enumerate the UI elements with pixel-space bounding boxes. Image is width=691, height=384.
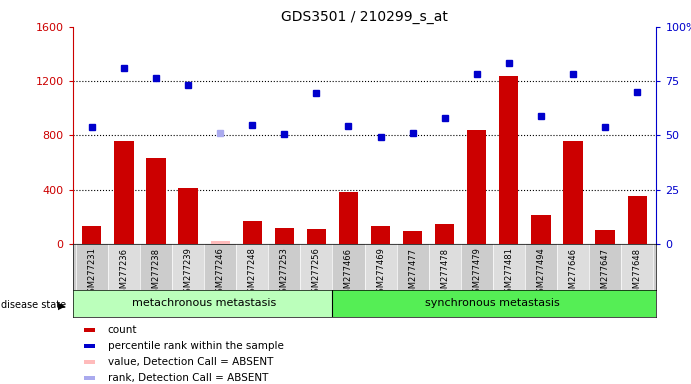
Text: GSM277248: GSM277248 — [247, 248, 257, 298]
Bar — [140, 244, 172, 290]
Bar — [84, 344, 95, 348]
Text: GSM277253: GSM277253 — [280, 248, 289, 298]
Text: value, Detection Call = ABSENT: value, Detection Call = ABSENT — [108, 357, 273, 367]
Bar — [178, 188, 198, 244]
Text: GSM277646: GSM277646 — [569, 248, 578, 298]
Bar — [531, 215, 551, 244]
Bar — [557, 244, 589, 290]
Bar — [467, 130, 486, 244]
Text: disease state: disease state — [1, 300, 66, 310]
Text: GSM277466: GSM277466 — [344, 248, 353, 298]
Title: GDS3501 / 210299_s_at: GDS3501 / 210299_s_at — [281, 10, 448, 25]
Bar — [84, 328, 95, 332]
Bar — [82, 226, 102, 244]
Bar — [108, 244, 140, 290]
Bar — [596, 230, 615, 244]
Bar — [236, 244, 268, 290]
Bar — [211, 241, 229, 244]
Bar — [84, 376, 95, 380]
Bar — [73, 290, 332, 317]
Text: count: count — [108, 325, 137, 335]
Text: ▶: ▶ — [58, 300, 66, 310]
Bar — [274, 228, 294, 244]
Bar — [499, 76, 518, 244]
Text: GSM277648: GSM277648 — [633, 248, 642, 298]
Text: percentile rank within the sample: percentile rank within the sample — [108, 341, 283, 351]
Text: GSM277494: GSM277494 — [536, 248, 545, 298]
Bar — [332, 290, 656, 317]
Bar — [563, 141, 583, 244]
Bar — [76, 244, 108, 290]
Text: GSM277256: GSM277256 — [312, 248, 321, 298]
Bar — [307, 229, 326, 244]
Text: GSM277477: GSM277477 — [408, 248, 417, 298]
Text: GSM277647: GSM277647 — [600, 248, 609, 298]
Text: GSM277478: GSM277478 — [440, 248, 449, 298]
Bar — [301, 244, 332, 290]
Bar — [114, 141, 133, 244]
Bar — [435, 224, 454, 244]
Bar — [589, 244, 621, 290]
Bar — [461, 244, 493, 290]
Bar — [397, 244, 428, 290]
Bar — [621, 244, 653, 290]
Bar — [146, 159, 166, 244]
Bar — [204, 244, 236, 290]
Text: metachronous metastasis: metachronous metastasis — [132, 298, 276, 308]
Bar — [428, 244, 461, 290]
Bar — [332, 244, 364, 290]
Text: GSM277231: GSM277231 — [87, 248, 96, 298]
Bar — [364, 244, 397, 290]
Bar — [84, 360, 95, 364]
Text: GSM277239: GSM277239 — [184, 248, 193, 298]
Text: GSM277236: GSM277236 — [120, 248, 129, 298]
Bar — [493, 244, 525, 290]
Bar — [371, 225, 390, 244]
Bar — [172, 244, 204, 290]
Text: GSM277246: GSM277246 — [216, 248, 225, 298]
Bar — [268, 244, 301, 290]
Bar — [403, 231, 422, 244]
Bar — [339, 192, 358, 244]
Text: GSM277238: GSM277238 — [151, 248, 160, 298]
Text: rank, Detection Call = ABSENT: rank, Detection Call = ABSENT — [108, 373, 268, 383]
Text: synchronous metastasis: synchronous metastasis — [426, 298, 560, 308]
Text: GSM277469: GSM277469 — [376, 248, 385, 298]
Text: GSM277481: GSM277481 — [504, 248, 513, 298]
Text: GSM277479: GSM277479 — [472, 248, 482, 298]
Bar — [525, 244, 557, 290]
Bar — [243, 221, 262, 244]
Bar — [627, 196, 647, 244]
